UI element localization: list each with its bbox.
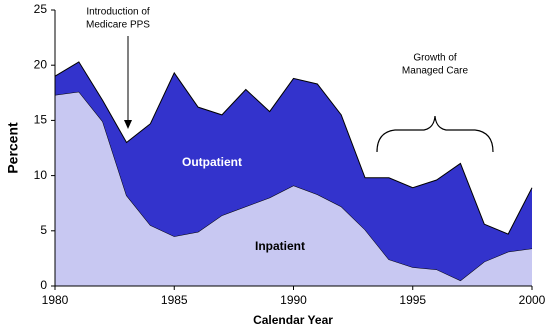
x-tick-label: 2000 (519, 293, 546, 307)
x-axis-label: Calendar Year (253, 313, 333, 327)
y-tick-label: 20 (34, 57, 48, 71)
arrow-head (124, 120, 132, 129)
y-tick-label: 15 (34, 113, 48, 127)
x-tick-label: 1985 (161, 293, 188, 307)
y-tick-label: 0 (40, 278, 47, 292)
annotation: Managed Care (402, 66, 469, 77)
series-label: Outpatient (182, 155, 242, 169)
y-tick-label: 25 (34, 2, 48, 16)
annotation: Medicare PPS (86, 20, 150, 31)
x-tick-label: 1990 (280, 293, 307, 307)
series-label: Inpatient (255, 239, 305, 253)
area (55, 61, 532, 281)
area (55, 91, 532, 286)
annotation: Introduction of (86, 7, 150, 18)
brace (376, 115, 494, 153)
annotation: Growth of (413, 53, 457, 64)
y-axis-label: Percent (5, 122, 21, 174)
area-edge (54, 61, 533, 235)
y-tick-label: 10 (34, 168, 48, 182)
x-tick-label: 1995 (399, 293, 426, 307)
y-tick-label: 5 (40, 223, 47, 237)
x-tick-label: 1980 (42, 293, 69, 307)
